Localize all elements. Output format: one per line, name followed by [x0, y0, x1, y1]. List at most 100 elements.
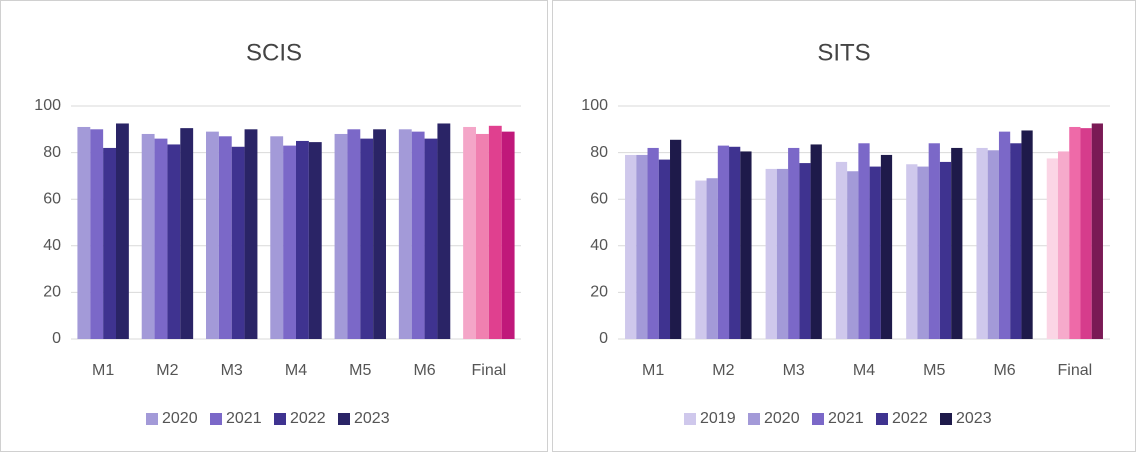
bar: [636, 154, 648, 339]
bar: [917, 166, 929, 339]
bar: [998, 131, 1011, 339]
bar: [799, 163, 811, 339]
legend-swatch: [876, 413, 888, 425]
bar: [398, 129, 412, 339]
bar: [501, 131, 515, 339]
y-tick-label: 60: [43, 190, 61, 207]
x-tick-label: M6: [413, 362, 435, 379]
y-tick-label: 0: [599, 330, 608, 347]
bar: [476, 133, 489, 339]
bar: [729, 146, 741, 339]
legend-label: 2021: [828, 410, 864, 427]
bar: [987, 150, 999, 339]
legend-label: 2023: [354, 410, 390, 427]
y-tick-label: 0: [52, 330, 61, 347]
bar: [103, 147, 116, 339]
legend-swatch: [748, 413, 760, 425]
legend-label: 2022: [892, 410, 928, 427]
x-tick-label: M1: [92, 362, 114, 379]
bar: [1069, 126, 1081, 339]
bar: [695, 180, 707, 339]
bar: [1080, 128, 1092, 339]
x-tick-label: Final: [1058, 362, 1093, 379]
x-tick-label: M2: [156, 362, 178, 379]
x-tick-label: Final: [472, 362, 507, 379]
x-tick-label: M4: [853, 362, 875, 379]
legend-label: 2019: [700, 410, 736, 427]
bar: [437, 123, 451, 339]
bar: [670, 139, 682, 339]
bar: [1010, 143, 1022, 339]
bar: [141, 133, 155, 339]
bar: [334, 133, 348, 339]
y-tick-label: 80: [43, 144, 61, 161]
bar: [206, 131, 219, 339]
bar: [1046, 158, 1058, 339]
x-tick-label: M3: [221, 362, 243, 379]
y-tick-label: 40: [590, 237, 608, 254]
legend-swatch: [684, 413, 696, 425]
bar: [424, 138, 438, 339]
chart-title: SCIS: [246, 39, 302, 66]
legend-label: 2020: [162, 410, 198, 427]
legend-swatch: [210, 413, 222, 425]
bar: [1091, 123, 1103, 339]
bar: [951, 147, 963, 339]
bar: [928, 143, 940, 339]
bar: [116, 123, 129, 339]
y-tick-label: 80: [590, 144, 608, 161]
bar: [411, 131, 425, 339]
bar: [77, 126, 91, 339]
bar: [810, 144, 822, 339]
bar: [1021, 130, 1033, 339]
bar: [706, 178, 718, 339]
bar: [167, 144, 181, 339]
x-tick-label: M2: [712, 362, 734, 379]
chart-panel: SCIS 0 20 40 60 80 100 M1 M2 M3 M4 M5 M6 Final 2020 202…: [0, 0, 548, 452]
y-tick-label: 100: [581, 97, 608, 114]
bar: [625, 154, 637, 339]
bar: [858, 143, 870, 339]
bar: [270, 136, 284, 339]
bar: [788, 147, 800, 339]
bar: [154, 138, 168, 339]
legend-swatch: [146, 413, 158, 425]
chart-title: SITS: [817, 39, 870, 66]
bar: [283, 145, 296, 339]
legend-label: 2023: [956, 410, 992, 427]
legend-swatch: [274, 413, 286, 425]
chart: SCIS 0 20 40 60 80 100 M1 M2 M3 M4 M5 M6 Final 2020 202…: [34, 39, 521, 427]
bar: [296, 140, 309, 339]
bar: [231, 146, 245, 339]
bar: [847, 171, 859, 339]
bar: [347, 129, 361, 339]
chart: SITS 0 20 40 60 80 100 M1 M2 M3 M4 M5 M6 Final 2019 202…: [581, 39, 1110, 427]
y-tick-label: 20: [590, 284, 608, 301]
legend-label: 2020: [764, 410, 800, 427]
bar: [869, 166, 881, 339]
x-tick-label: M6: [993, 362, 1015, 379]
y-tick-label: 20: [43, 284, 61, 301]
bar: [180, 128, 194, 339]
bar: [658, 159, 671, 339]
legend-swatch: [812, 413, 824, 425]
x-tick-label: M1: [642, 362, 664, 379]
legend-label: 2021: [226, 410, 262, 427]
chart-panel: SITS 0 20 40 60 80 100 M1 M2 M3 M4 M5 M6 Final 2019 202…: [552, 0, 1136, 452]
bar: [765, 168, 777, 339]
legend-label: 2022: [290, 410, 326, 427]
bar: [976, 147, 988, 339]
bar: [776, 168, 789, 339]
x-tick-label: M5: [923, 362, 945, 379]
bar: [360, 138, 374, 339]
y-tick-label: 100: [34, 97, 61, 114]
bar: [880, 154, 893, 339]
x-tick-label: M3: [783, 362, 805, 379]
bar: [218, 136, 232, 339]
bar: [488, 125, 502, 340]
bar: [463, 126, 476, 339]
bar: [244, 129, 258, 339]
legend-swatch: [338, 413, 350, 425]
bar: [647, 147, 659, 339]
